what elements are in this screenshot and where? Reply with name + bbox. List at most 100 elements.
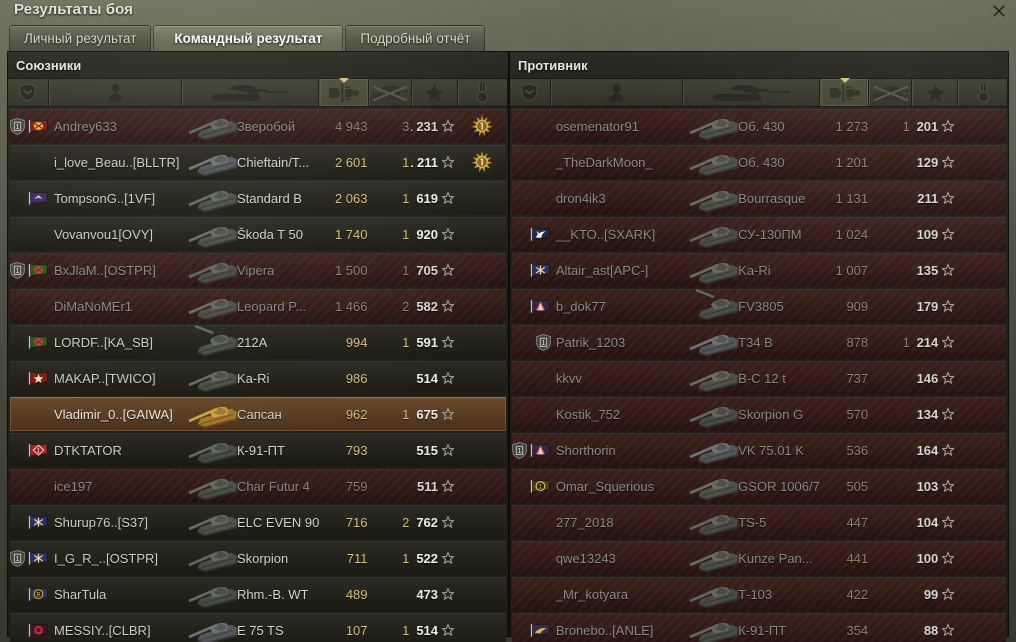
table-row[interactable]: Altair_ast[APC-] Ka-Ri 1 007 135 (512, 253, 1006, 287)
player-name[interactable]: __KTO..[SXARK] (555, 226, 656, 242)
table-row[interactable]: 1 BxJlaM..[OSTPR] Vipera 1 500 1 705 (10, 253, 506, 287)
tank-name: Skorpion G (738, 406, 804, 422)
player-name[interactable]: Patrik_1203 (555, 334, 626, 350)
column-damage-shell-icon[interactable] (318, 78, 369, 106)
player-name[interactable]: Bronebo..[ANLE] (555, 622, 654, 638)
tab-label: Личный результат (24, 31, 137, 46)
damage-value: 1 273 (835, 118, 869, 134)
tab-detailed-report[interactable]: Подробный отчёт (345, 25, 486, 51)
table-row[interactable]: 1 Omar_Squerious GSOR 1006/7 505 103 (512, 469, 1006, 503)
table-row[interactable]: dron4ik3 Bourrasque 1 131 211 (512, 181, 1006, 215)
table-row[interactable]: 1 Andrey633 Зверобой 4 943 31 231 (10, 109, 506, 143)
player-name[interactable]: Omar_Squerious (555, 478, 655, 494)
star-xp-icon (442, 300, 455, 312)
xp-cell: 582 (411, 289, 457, 323)
table-row[interactable]: _Mr_kotyara Т-103 422 99 (512, 577, 1006, 611)
frags-value: 1 (402, 334, 410, 350)
table-row[interactable]: 1 Shorthorin VK 75.01 K 536 164 (512, 433, 1006, 467)
table-row[interactable]: _TheDarkMoon_ Об. 430 1 201 129 (512, 145, 1006, 179)
tank-thumbnail-icon (183, 505, 241, 539)
table-row[interactable]: i_love_Beau..[BLLTR] Chieftain/T... 2 601… (10, 145, 506, 179)
column-star-xp-icon[interactable] (911, 79, 959, 106)
player-name[interactable]: Vovanvou1[OVY] (53, 226, 153, 242)
player-name[interactable]: kkvv (555, 370, 582, 386)
player-name[interactable]: MESSIY..[CLBR] (53, 622, 151, 638)
player-name[interactable]: BxJlaM..[OSTPR] (53, 262, 156, 278)
table-row[interactable]: b_dok77 FV3805 909 179 (512, 289, 1006, 323)
player-name[interactable]: Shurup76..[S37] (53, 514, 148, 530)
player-name[interactable]: _TheDarkMoon_ (555, 154, 653, 170)
column-star-xp-icon[interactable] (411, 79, 458, 106)
column-medal-icon[interactable] (958, 79, 1009, 106)
table-row[interactable]: TompsonG..[1VF] Standard B 2 063 1 619 (10, 181, 506, 215)
player-name[interactable]: _Mr_kotyara (555, 586, 629, 602)
column-crossed-tanks-frags-icon[interactable] (368, 79, 412, 106)
table-row[interactable]: Vladimir_0..[GAIWA] Сапсан 962 1 675 (10, 397, 506, 431)
row-rank-cell (512, 289, 552, 323)
player-name[interactable]: DiMaNoMEr1 (53, 298, 132, 314)
column-damage-shell-icon[interactable] (819, 78, 870, 106)
table-row[interactable]: 1 Patrik_1203 T34 B 878 1 214 (512, 325, 1006, 359)
table-row[interactable]: MESSIY..[CLBR] E 75 TS 107 1 514 (10, 613, 506, 642)
table-row[interactable]: 277_2018 TS-5 447 104 (512, 505, 1006, 539)
table-row[interactable]: kkvv B-C 12 t 737 146 (512, 361, 1006, 395)
table-row[interactable]: Vovanvou1[OVY] Škoda T 50 1 740 1 920 (10, 217, 506, 251)
player-name[interactable]: Kostik_752 (555, 406, 621, 422)
tab-personal-result[interactable]: Личный результат (9, 25, 152, 51)
player-name[interactable]: dron4ik3 (555, 190, 606, 206)
tank-name: Об. 430 (738, 154, 785, 170)
close-icon[interactable] (988, 1, 1010, 21)
table-row[interactable]: 1 I_G_R_..[OSTPR] Skorpion 711 1 522 (10, 541, 506, 575)
column-medal-icon[interactable] (457, 79, 508, 106)
player-name[interactable]: MAKAP..[TWICO] (53, 370, 156, 386)
battle-hero-medal-icon[interactable] (470, 151, 493, 173)
svg-text:1: 1 (15, 266, 19, 275)
tab-team-result[interactable]: Командный результат (153, 25, 344, 51)
table-row[interactable]: __KTO..[SXARK] СУ-130ПМ 1 024 109 (512, 217, 1006, 251)
table-row[interactable]: Kostik_752 Skorpion G 570 134 (512, 397, 1006, 431)
tank-name: FV3805 (738, 298, 784, 314)
column-rank-shield-icon[interactable] (510, 79, 551, 106)
player-name[interactable]: qwe13243 (555, 550, 616, 566)
table-row[interactable]: LORDF..[KA_SB] 212A 994 1 591 (10, 325, 506, 359)
xp-value: 705 (416, 262, 439, 278)
column-tank-silhouette-icon[interactable] (181, 79, 319, 106)
table-row[interactable]: osemenator91 Об. 430 1 273 1 201 (512, 109, 1006, 143)
xp-cell: 762 (411, 505, 457, 539)
table-row[interactable]: Shurup76..[S37] ELC EVEN 90 716 2 762 (10, 505, 506, 539)
table-row[interactable]: B SharTula Rhm.-B. WT 489 473 (10, 577, 506, 611)
table-row[interactable]: qwe13243 Kunze Pan... 441 100 (512, 541, 1006, 575)
player-name[interactable]: i_love_Beau..[BLLTR] (53, 154, 180, 170)
column-tank-silhouette-icon[interactable] (683, 79, 820, 106)
table-row[interactable]: Bronebo..[ANLE] К-91-ПТ 354 88 (512, 613, 1006, 642)
player-name[interactable]: osemenator91 (555, 118, 639, 134)
column-rank-shield-icon[interactable] (8, 79, 49, 106)
column-crossed-tanks-frags-icon[interactable] (869, 79, 912, 106)
player-name[interactable]: 277_2018 (555, 514, 614, 530)
player-name[interactable]: Shorthorin (555, 442, 616, 458)
table-row[interactable]: ice197 Char Futur 4 759 511 (10, 469, 506, 503)
player-name[interactable]: b_dok77 (555, 298, 606, 314)
player-name[interactable]: SharTula (53, 586, 107, 602)
table-row[interactable]: DiMaNoMEr1 Leopard P... 1 466 2 582 (10, 289, 506, 323)
medal-cell (957, 217, 1006, 251)
rank-shield-icon: 1 (536, 333, 551, 351)
player-name[interactable]: Andrey633 (53, 118, 117, 134)
player-name[interactable]: Vladimir_0..[GAIWA] (53, 406, 173, 422)
player-name[interactable]: I_G_R_..[OSTPR] (53, 550, 159, 566)
clan-emblem-icon (28, 119, 49, 134)
tank-cell: B-C 12 t (682, 361, 821, 395)
battle-hero-medal-icon[interactable] (470, 115, 493, 137)
column-player-silhouette-icon[interactable] (550, 79, 684, 106)
player-name[interactable]: ice197 (53, 478, 93, 494)
player-name[interactable]: LORDF..[KA_SB] (53, 334, 153, 350)
player-name[interactable]: DTKTATOR (53, 442, 122, 458)
player-name[interactable]: Altair_ast[APC-] (555, 262, 649, 278)
tank-cell: Bourrasque (682, 181, 821, 215)
table-row[interactable]: MAKAP..[TWICO] Ka-Ri 986 514 (10, 361, 506, 395)
column-player-silhouette-icon[interactable] (48, 79, 182, 106)
medal-cell (957, 613, 1006, 642)
table-row[interactable]: 1 DTKTATOR К-91-ПТ 793 515 (10, 433, 506, 467)
damage-value: 716 (345, 514, 368, 530)
player-name[interactable]: TompsonG..[1VF] (53, 190, 156, 206)
